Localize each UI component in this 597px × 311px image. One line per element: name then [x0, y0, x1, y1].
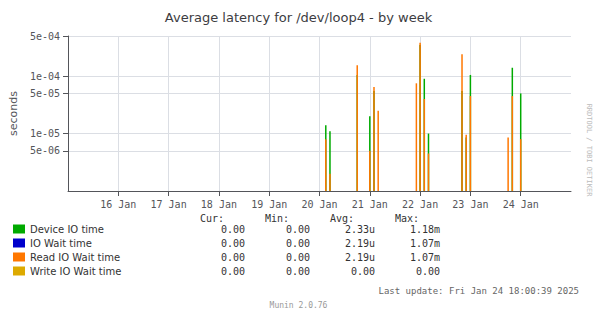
svg-text:0.00: 0.00 — [221, 224, 245, 235]
svg-text:5e-06: 5e-06 — [30, 145, 60, 156]
svg-text:1.07m: 1.07m — [410, 238, 440, 249]
svg-text:2.19u: 2.19u — [345, 252, 375, 263]
svg-text:17 Jan: 17 Jan — [151, 199, 187, 210]
svg-text:0.00: 0.00 — [351, 266, 375, 277]
svg-text:1.18m: 1.18m — [410, 224, 440, 235]
svg-text:0.00: 0.00 — [221, 252, 245, 263]
svg-text:2.19u: 2.19u — [345, 238, 375, 249]
svg-text:0.00: 0.00 — [416, 266, 440, 277]
svg-text:Cur:: Cur: — [200, 213, 224, 224]
svg-text:0.00: 0.00 — [221, 266, 245, 277]
svg-text:1.07m: 1.07m — [410, 252, 440, 263]
svg-text:Avg:: Avg: — [330, 213, 354, 224]
svg-text:0.00: 0.00 — [286, 252, 310, 263]
svg-text:1e-05: 1e-05 — [30, 128, 60, 139]
svg-text:Last update: Fri Jan 24 18:00:: Last update: Fri Jan 24 18:00:39 2025 — [379, 286, 579, 296]
svg-text:Min:: Min: — [265, 213, 289, 224]
svg-text:RRDTOOL / TOBI OETIKER: RRDTOOL / TOBI OETIKER — [585, 104, 593, 198]
svg-text:5e-04: 5e-04 — [30, 31, 60, 42]
svg-text:Write IO Wait time: Write IO Wait time — [30, 266, 121, 277]
svg-text:16 Jan: 16 Jan — [100, 199, 136, 210]
svg-text:0.00: 0.00 — [286, 224, 310, 235]
svg-text:1e-04: 1e-04 — [30, 71, 60, 82]
svg-text:23 Jan: 23 Jan — [452, 199, 488, 210]
svg-text:18 Jan: 18 Jan — [201, 199, 237, 210]
svg-text:24 Jan: 24 Jan — [503, 199, 539, 210]
svg-text:Max:: Max: — [395, 213, 419, 224]
svg-text:0.00: 0.00 — [286, 238, 310, 249]
svg-text:0.00: 0.00 — [221, 238, 245, 249]
svg-text:seconds: seconds — [7, 91, 20, 136]
svg-text:5e-05: 5e-05 — [30, 88, 60, 99]
svg-text:Device IO time: Device IO time — [30, 224, 104, 235]
svg-text:22 Jan: 22 Jan — [402, 199, 438, 210]
svg-text:Munin 2.0.76: Munin 2.0.76 — [270, 301, 328, 310]
svg-text:2.33u: 2.33u — [345, 224, 375, 235]
svg-text:Average latency for /dev/loop4: Average latency for /dev/loop4 - by week — [165, 10, 433, 25]
svg-text:Read IO Wait time: Read IO Wait time — [30, 252, 120, 263]
svg-text:0.00: 0.00 — [286, 266, 310, 277]
svg-text:20 Jan: 20 Jan — [301, 199, 337, 210]
svg-text:IO Wait time: IO Wait time — [30, 238, 92, 249]
svg-text:21 Jan: 21 Jan — [352, 199, 388, 210]
svg-text:19 Jan: 19 Jan — [251, 199, 287, 210]
